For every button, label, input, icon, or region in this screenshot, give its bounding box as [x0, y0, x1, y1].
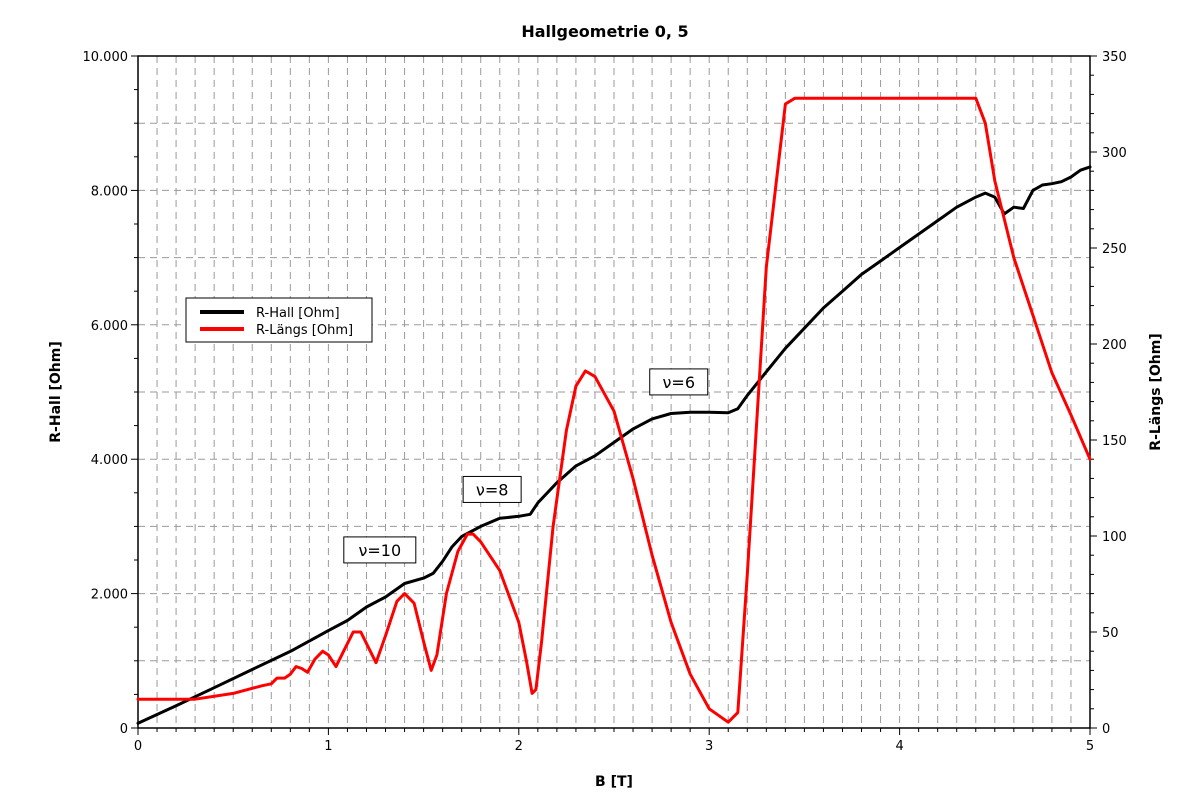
y-right-tick-label: 0: [1102, 722, 1110, 737]
series-group: [136, 96, 1092, 725]
y-left-tick-label: 10.000: [83, 50, 129, 65]
y-right-tick-label: 100: [1102, 530, 1127, 545]
legend: R-Hall [Ohm] R-Längs [Ohm]: [185, 297, 373, 343]
y-right-tick-label: 200: [1102, 338, 1127, 353]
x-axis-label: B [T]: [595, 774, 633, 790]
annotation-label: ν=8: [476, 480, 509, 499]
annotation-box: [649, 368, 709, 396]
x-tick-label: 5: [1086, 739, 1094, 754]
y-right-tick-label: 150: [1102, 434, 1127, 449]
x-tick-label: 3: [705, 739, 713, 754]
x-tick-label: 1: [324, 739, 332, 754]
annotation-box: [343, 536, 417, 564]
annotation-label: ν=6: [662, 373, 695, 392]
legend-label: R-Hall [Ohm]: [256, 306, 340, 321]
y-left-tick-label: 6.000: [91, 319, 128, 334]
x-tick-label: 4: [895, 739, 903, 754]
annotations: ν=10 ν=8 ν=6: [343, 368, 709, 564]
annotation-label: ν=10: [358, 541, 401, 560]
y-left-tick-label: 8.000: [91, 184, 128, 199]
ticks: 0 1 2 3 4 502.0004.0006.0008.00010.0000501001…: [83, 50, 1127, 754]
y-left-tick-label: 2.000: [91, 588, 128, 603]
y-axis-left-label: R-Hall [Ohm]: [48, 341, 64, 442]
y-right-tick-label: 300: [1102, 146, 1127, 161]
chart-title: Hallgeometrie 0, 5: [521, 22, 688, 41]
y-left-tick-label: 4.000: [91, 453, 128, 468]
y-right-tick-label: 350: [1102, 50, 1127, 65]
y-left-tick-label: 0: [120, 722, 128, 737]
annotation-box: [462, 475, 522, 503]
series-line-r-laengs: [136, 96, 1092, 724]
grid: [138, 56, 1090, 728]
x-tick-label: 0: [134, 739, 142, 754]
y-right-tick-label: 250: [1102, 242, 1127, 257]
y-right-tick-label: 50: [1102, 626, 1119, 641]
y-axis-right-label: R-Längs [Ohm]: [1148, 333, 1164, 450]
x-tick-label: 2: [515, 739, 523, 754]
legend-box: [185, 297, 373, 343]
legend-label: R-Längs [Ohm]: [256, 323, 353, 338]
